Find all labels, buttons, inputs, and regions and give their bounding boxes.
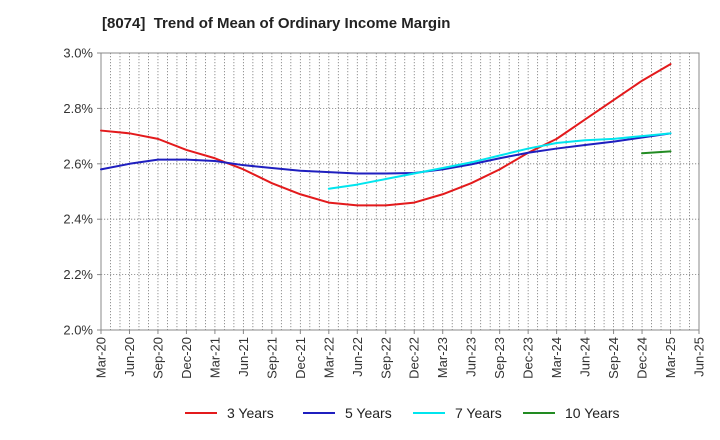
x-tick-label: Mar-23 (435, 337, 450, 378)
legend-item: 7 Years (413, 405, 502, 421)
x-tick-label: Jun-24 (578, 337, 593, 377)
x-tick-label: Jun-22 (350, 337, 365, 377)
y-tick-label: 2.2% (63, 267, 93, 282)
legend-item: 5 Years (303, 405, 392, 421)
x-tick-label: Sep-22 (378, 337, 393, 379)
x-tick-label: Dec-23 (521, 337, 536, 379)
legend-swatch (185, 412, 217, 414)
legend-label: 7 Years (455, 405, 502, 421)
y-tick-label: 2.6% (63, 156, 93, 171)
legend-swatch (303, 412, 335, 414)
x-tick-label: Mar-21 (207, 337, 222, 378)
x-tick-label: Dec-20 (179, 337, 194, 379)
x-tick-label: Dec-24 (635, 337, 650, 379)
x-tick-label: Mar-20 (94, 337, 109, 378)
y-tick-label: 3.0% (63, 46, 93, 61)
chart-title: [8074] Trend of Mean of Ordinary Income … (102, 15, 451, 32)
y-tick-label: 2.8% (63, 101, 93, 116)
x-tick-label: Mar-24 (549, 337, 564, 378)
x-tick-label: Jun-23 (464, 337, 479, 377)
legend: 3 Years 5 Years 7 Years 10 Years (0, 405, 720, 425)
legend-swatch (523, 412, 555, 414)
x-tick-label: Sep-20 (150, 337, 165, 379)
legend-label: 5 Years (345, 405, 392, 421)
x-tick-label: Dec-22 (407, 337, 422, 379)
legend-label: 3 Years (227, 405, 274, 421)
plot-frame (100, 52, 700, 331)
legend-label: 10 Years (565, 405, 620, 421)
legend-item: 3 Years (185, 405, 274, 421)
x-tick-label: Jun-20 (122, 337, 137, 377)
x-tick-label: Mar-22 (321, 337, 336, 378)
plot-area (101, 53, 699, 330)
x-tick-label: Jun-25 (692, 337, 707, 377)
x-tick-label: Sep-24 (606, 337, 621, 379)
series-line-3-years (100, 63, 672, 207)
legend-swatch (413, 412, 445, 414)
y-tick-label: 2.4% (63, 212, 93, 227)
x-tick-label: Jun-21 (236, 337, 251, 377)
x-tick-label: Mar-25 (663, 337, 678, 378)
series-line-5-years (100, 132, 672, 175)
series-line-10-years (641, 150, 672, 155)
x-tick-label: Dec-21 (293, 337, 308, 379)
x-tick-label: Sep-21 (264, 337, 279, 379)
x-tick-label: Sep-23 (492, 337, 507, 379)
series-line-7-years (327, 132, 672, 190)
y-tick-label: 2.0% (63, 323, 93, 338)
legend-item: 10 Years (523, 405, 620, 421)
